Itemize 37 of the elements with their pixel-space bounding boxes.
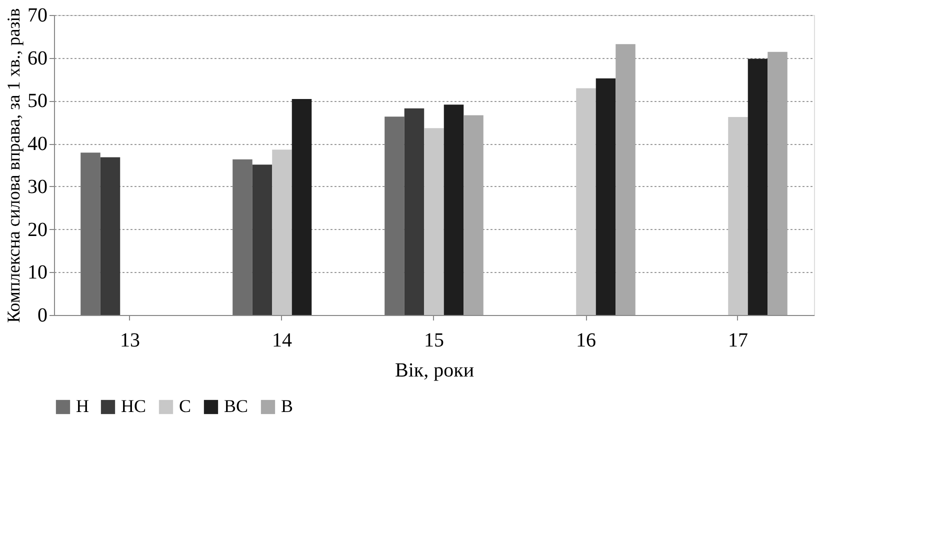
y-tick-label: 50 — [28, 90, 48, 112]
legend-label: НС — [121, 396, 146, 416]
x-tick-label: 15 — [424, 330, 444, 352]
legend-label: В — [281, 396, 294, 416]
y-tick-label: 10 — [28, 262, 48, 284]
legend-label: ВС — [224, 396, 248, 416]
x-axis-title: Вік, роки — [394, 360, 474, 382]
y-tick-label: 20 — [28, 218, 48, 241]
x-tick-label: 14 — [272, 330, 292, 352]
bar — [100, 157, 120, 315]
bar — [576, 88, 596, 315]
bar — [252, 164, 272, 315]
y-tick-label: 70 — [28, 4, 48, 26]
bar — [748, 58, 768, 315]
y-tick-label: 40 — [28, 133, 48, 156]
y-tick-label: 60 — [28, 47, 48, 70]
bar — [728, 117, 748, 315]
y-axis-title: Комплексна силова вправа, за 1 хв., разів — [4, 8, 24, 323]
bar — [464, 115, 484, 315]
bar — [768, 52, 788, 315]
bar — [384, 116, 404, 315]
bar — [596, 78, 616, 315]
bar — [424, 128, 444, 315]
bar — [404, 108, 424, 315]
bar — [444, 104, 464, 315]
y-tick-label: 0 — [38, 304, 48, 326]
x-tick-label: 17 — [728, 330, 748, 352]
bar — [292, 99, 312, 315]
legend-label: Н — [76, 396, 89, 416]
legend-label: С — [179, 396, 192, 416]
bar — [80, 152, 100, 315]
bar — [616, 44, 636, 315]
bar — [232, 159, 252, 315]
bar — [272, 150, 292, 315]
x-tick-label: 13 — [120, 330, 140, 352]
y-tick-label: 30 — [28, 176, 48, 198]
x-tick-label: 16 — [576, 330, 596, 352]
